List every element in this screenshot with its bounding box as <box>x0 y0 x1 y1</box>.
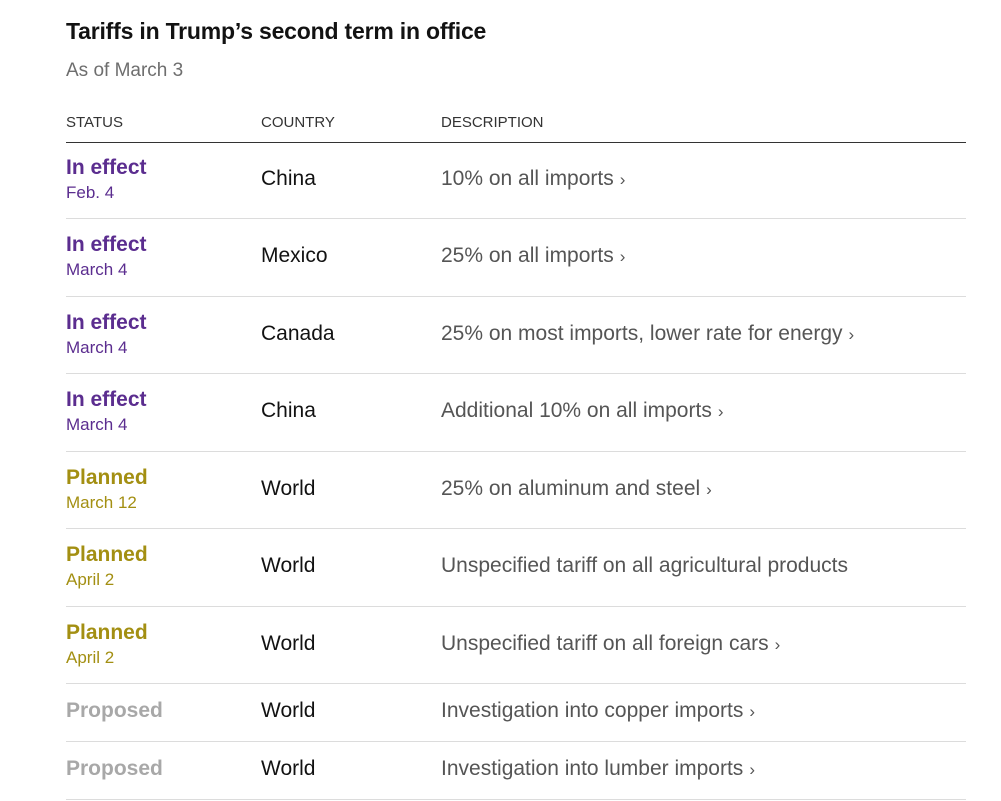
table-row: Planned April 2 World Unspecified tariff on… <box>66 529 966 607</box>
status-date: April 2 <box>66 648 115 667</box>
chevron-right-icon[interactable]: › <box>749 702 755 721</box>
country-cell: China <box>261 167 316 190</box>
country-cell: Canada <box>261 322 335 345</box>
table-row[interactable]: Planned March 12 World 25% on aluminum and … <box>66 452 966 529</box>
status-date: April 2 <box>66 570 115 589</box>
description-cell: Unspecified tariff on all agricultural p… <box>441 554 848 578</box>
status-date: March 4 <box>66 338 128 357</box>
description-text: Investigation into copper imports <box>441 699 744 722</box>
country-cell: World <box>261 554 316 577</box>
description-cell[interactable]: Investigation into copper imports › <box>441 699 755 723</box>
status-label: Proposed <box>66 699 163 722</box>
status-label: Planned <box>66 621 148 644</box>
description-text: 25% on aluminum and steel <box>441 477 701 500</box>
table-body: In effect Feb. 4 China 10% on all imports › I… <box>66 142 966 800</box>
table-row[interactable]: In effect March 4 Canada 25% on most import… <box>66 297 966 374</box>
table-row[interactable]: Proposed World Investigation into copper i… <box>66 684 966 742</box>
chevron-right-icon[interactable]: › <box>706 480 712 499</box>
status-date: Feb. 4 <box>66 183 115 202</box>
description-cell[interactable]: Additional 10% on all imports › <box>441 399 724 423</box>
status-label: In effect <box>66 156 147 179</box>
description-cell[interactable]: Unspecified tariff on all foreign cars › <box>441 632 780 656</box>
chevron-right-icon[interactable]: › <box>749 760 755 779</box>
status-date: March 4 <box>66 260 128 279</box>
country-cell: China <box>261 399 316 422</box>
column-header-country: COUNTRY <box>261 114 335 131</box>
page-subtitle: As of March 3 <box>66 60 184 81</box>
status-date: March 12 <box>66 493 137 512</box>
description-cell[interactable]: 25% on most imports, lower rate for ener… <box>441 322 854 346</box>
page-title: Tariffs in Trump’s second term in office <box>66 18 487 44</box>
status-label: In effect <box>66 311 147 334</box>
status-date: March 4 <box>66 415 128 434</box>
chevron-right-icon[interactable]: › <box>717 402 724 421</box>
status-label: Planned <box>66 543 148 566</box>
table-row[interactable]: In effect March 4 Mexico 25% on all imports… <box>66 219 966 297</box>
column-header-status: STATUS <box>66 114 123 131</box>
country-cell: World <box>261 632 316 655</box>
description-text: 25% on all imports <box>441 244 614 267</box>
description-text: Investigation into lumber imports <box>441 757 744 780</box>
description-text: Unspecified tariff on all agricultural p… <box>441 554 848 577</box>
description-cell[interactable]: 10% on all imports › <box>441 167 625 191</box>
status-label: Planned <box>66 466 148 489</box>
table-header: STATUS COUNTRY DESCRIPTION <box>66 114 966 143</box>
country-cell: World <box>261 477 316 500</box>
description-text: 10% on all imports <box>441 167 614 190</box>
table-row[interactable]: Planned April 2 World Unspecified tariff on… <box>66 607 966 684</box>
table-row[interactable]: In effect March 4 China Additional 10% on a… <box>66 374 966 452</box>
country-cell: World <box>261 699 316 722</box>
status-label: In effect <box>66 233 147 256</box>
status-label: In effect <box>66 388 147 411</box>
table-row[interactable]: In effect Feb. 4 China 10% on all imports › <box>66 142 966 219</box>
country-cell: World <box>261 757 316 780</box>
chevron-right-icon[interactable]: › <box>848 325 855 344</box>
description-text: 25% on most imports, lower rate for ener… <box>441 322 843 345</box>
description-text: Additional 10% on all imports <box>441 399 712 422</box>
description-cell[interactable]: 25% on aluminum and steel › <box>441 477 712 501</box>
chevron-right-icon[interactable]: › <box>619 170 626 189</box>
chevron-right-icon[interactable]: › <box>774 635 781 654</box>
table-row[interactable]: Proposed World Investigation into lumber i… <box>66 742 966 800</box>
country-cell: Mexico <box>261 244 328 267</box>
description-cell[interactable]: 25% on all imports › <box>441 244 625 268</box>
description-cell[interactable]: Investigation into lumber imports › <box>441 757 755 781</box>
chevron-right-icon[interactable]: › <box>619 247 626 266</box>
column-header-description: DESCRIPTION <box>441 114 544 131</box>
status-label: Proposed <box>66 757 163 780</box>
description-text: Unspecified tariff on all foreign cars <box>441 632 769 655</box>
